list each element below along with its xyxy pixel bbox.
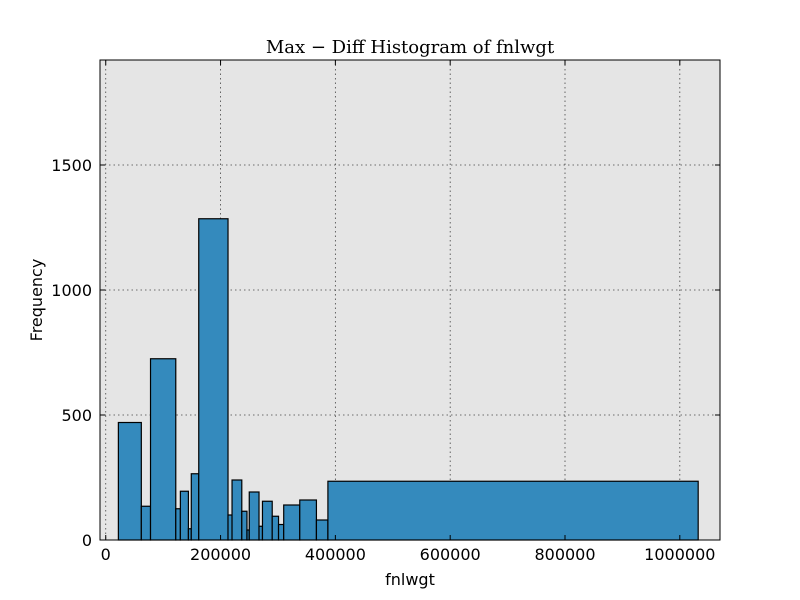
- y-tick-label-1: 500: [61, 406, 92, 425]
- bar-0: [117, 421, 142, 541]
- x-tick-label-1: 200000: [190, 545, 251, 564]
- x-tick-label-5: 1000000: [644, 545, 715, 564]
- bar-17: [283, 504, 301, 541]
- y-tick-label-2: 1000: [51, 281, 92, 300]
- x-tick-label-3: 600000: [420, 545, 481, 564]
- bar-3: [175, 508, 181, 541]
- bar-14: [261, 500, 273, 541]
- bar-6: [190, 473, 200, 541]
- bar-10: [241, 510, 248, 541]
- bar-16: [277, 523, 285, 541]
- chart-title: Max − Diff Histogram of fnlwgt: [266, 37, 555, 58]
- plot-background: [100, 60, 720, 540]
- y-axis-ticks: 0 500 1000 1500: [51, 156, 720, 550]
- x-axis-label: fnlwgt: [385, 570, 435, 589]
- bar-9: [231, 479, 243, 541]
- y-tick-label-0: 0: [82, 531, 92, 550]
- y-axis-label: Frequency: [27, 259, 46, 342]
- bar-20: [327, 480, 699, 541]
- x-tick-label-2: 400000: [305, 545, 366, 564]
- bar-2: [149, 358, 177, 541]
- bar-12: [248, 491, 260, 541]
- bar-7: [198, 218, 229, 541]
- x-tick-label-4: 800000: [534, 545, 595, 564]
- bar-4: [179, 490, 190, 541]
- x-axis-ticks: 0 200000 400000 600000 800000 1000000: [101, 60, 715, 564]
- bar-19: [315, 519, 329, 541]
- bars: [117, 218, 699, 541]
- bar-1: [140, 505, 152, 541]
- plot-frame: [99, 59, 721, 541]
- y-tick-label-3: 1500: [51, 156, 92, 175]
- bar-8: [227, 514, 233, 541]
- x-tick-label-0: 0: [101, 545, 111, 564]
- bar-18: [299, 499, 318, 541]
- bar-15: [271, 515, 280, 541]
